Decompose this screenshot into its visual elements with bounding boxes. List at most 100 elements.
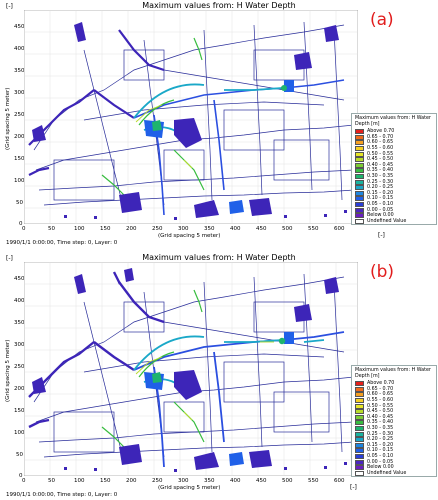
legend-label: 0.15 - 0.20 <box>367 190 394 196</box>
legend-entry: 0.25 - 0.30 <box>352 431 436 437</box>
y-tick: 200 <box>14 386 25 392</box>
legend-swatch <box>355 196 364 202</box>
legend-swatch <box>355 470 364 476</box>
legend-swatch <box>355 403 364 409</box>
x-tick: 250 <box>152 226 163 232</box>
x-tick: 0 <box>22 478 26 484</box>
legend-swatch <box>355 202 364 208</box>
legend-label: Undefined Value <box>367 470 407 476</box>
x-tick: 350 <box>204 226 215 232</box>
x-unit: [-] <box>378 232 385 239</box>
x-tick: 600 <box>334 478 345 484</box>
x-axis-label: (Grid spacing 5 meter) <box>158 485 221 491</box>
y-tick: 50 <box>16 452 23 458</box>
legend-label: 0.20 - 0.25 <box>367 185 394 191</box>
legend-entry: 0.40 - 0.45 <box>352 162 436 169</box>
legend-label: 0.55 - 0.60 <box>367 146 394 152</box>
legend-swatch <box>355 431 364 437</box>
legend-rows: Above 0.70 0.65 - 0.70 0.60 - 0.65 0.55 - 0… <box>352 381 436 476</box>
legend-label: 0.60 - 0.65 <box>367 140 394 146</box>
y-unit: [-] <box>6 255 13 262</box>
x-tick: 350 <box>204 478 215 484</box>
legend-swatch <box>355 151 364 157</box>
map-title: Maximum values from: H Water Depth <box>142 253 296 262</box>
x-tick: 100 <box>74 478 85 484</box>
x-tick: 250 <box>152 478 163 484</box>
legend-entry: 0.55 - 0.60 <box>352 398 436 404</box>
legend-swatch <box>355 140 364 146</box>
legend-swatch <box>355 168 364 174</box>
y-tick: 100 <box>14 178 25 184</box>
x-tick: 50 <box>48 226 55 232</box>
legend-entry: 0.45 - 0.50 <box>352 409 436 415</box>
legend-entry: 0.65 - 0.70 <box>352 134 436 141</box>
x-tick: 500 <box>282 478 293 484</box>
legend-title: Maximum values from: H Water Depth [m] <box>355 116 431 127</box>
y-axis-label: (Grid spacing 5 meter) <box>5 87 11 150</box>
y-tick: 300 <box>14 90 25 96</box>
legend-entry: 0.35 - 0.40 <box>352 420 436 426</box>
y-tick: 450 <box>14 276 25 282</box>
legend-rows: Above 0.70 0.65 - 0.70 0.60 - 0.65 0.55 - 0… <box>352 129 436 224</box>
legend-entry: Undefined Value <box>352 218 436 225</box>
legend-label: 0.65 - 0.70 <box>367 134 394 140</box>
x-tick: 100 <box>74 226 85 232</box>
x-tick: 200 <box>126 226 137 232</box>
legend-swatch <box>355 381 364 387</box>
y-tick: 250 <box>14 364 25 370</box>
y-tick: 150 <box>14 156 25 162</box>
y-tick: 350 <box>14 320 25 326</box>
y-unit: [-] <box>6 3 13 10</box>
x-tick: 450 <box>256 478 267 484</box>
legend-label: 0.10 - 0.15 <box>367 448 394 454</box>
status-footer: 1990/1/1 0:00:00, Time step: 0, Layer: 0 <box>6 240 118 246</box>
legend-swatch <box>355 398 364 404</box>
legend-swatch <box>355 448 364 454</box>
legend-entry: 0.55 - 0.60 <box>352 146 436 152</box>
legend-swatch <box>355 409 364 415</box>
legend-entry: 0.40 - 0.45 <box>352 414 436 421</box>
legend-label: 0.45 - 0.50 <box>367 409 394 415</box>
legend-label: 0.40 - 0.45 <box>367 414 394 420</box>
legend-label: 0.25 - 0.30 <box>367 179 394 185</box>
legend-label: 0.40 - 0.45 <box>367 162 394 168</box>
legend-swatch <box>355 454 364 460</box>
legend-swatch <box>355 129 364 135</box>
legend-label: 0.00 - 0.05 <box>367 207 394 213</box>
legend-label: 0.05 - 0.10 <box>367 454 394 460</box>
legend-entry: 0.10 - 0.15 <box>352 448 436 454</box>
legend-entry: 0.15 - 0.20 <box>352 442 436 449</box>
legend-label: Above 0.70 <box>367 381 395 387</box>
y-tick: 350 <box>14 68 25 74</box>
y-tick: 200 <box>14 134 25 140</box>
y-tick: 400 <box>14 298 25 304</box>
legend-swatch <box>355 207 364 213</box>
x-tick: 200 <box>126 478 137 484</box>
legend-entry: 0.45 - 0.50 <box>352 157 436 163</box>
legend-label: 0.50 - 0.55 <box>367 151 394 157</box>
x-tick: 600 <box>334 226 345 232</box>
x-tick: 400 <box>230 226 241 232</box>
y-tick: 100 <box>14 430 25 436</box>
depth-legend: Maximum values from: H Water Depth [m] A… <box>351 113 437 226</box>
legend-entry: 0.20 - 0.25 <box>352 185 436 191</box>
legend-entry: Below 0.00 <box>352 213 436 219</box>
legend-swatch <box>355 392 364 398</box>
x-tick: 400 <box>230 478 241 484</box>
x-unit: [-] <box>350 484 357 491</box>
legend-entry: 0.10 - 0.15 <box>352 196 436 202</box>
legend-entry: 0.35 - 0.40 <box>352 168 436 174</box>
legend-entry: 0.20 - 0.25 <box>352 437 436 443</box>
legend-label: Undefined Value <box>367 218 407 224</box>
legend-swatch <box>355 157 364 163</box>
water-depth-map <box>24 262 358 476</box>
legend-entry: 0.15 - 0.20 <box>352 190 436 197</box>
legend-label: 0.35 - 0.40 <box>367 420 394 426</box>
status-footer: 1990/1/1 0:00:00, Time step: 0, Layer: 0 <box>6 492 118 498</box>
legend-swatch <box>355 146 364 152</box>
map-title: Maximum values from: H Water Depth <box>142 1 296 10</box>
legend-label: 0.25 - 0.30 <box>367 431 394 437</box>
legend-label: 0.20 - 0.25 <box>367 437 394 443</box>
legend-swatch <box>355 218 364 224</box>
legend-entry: Above 0.70 <box>352 381 436 387</box>
